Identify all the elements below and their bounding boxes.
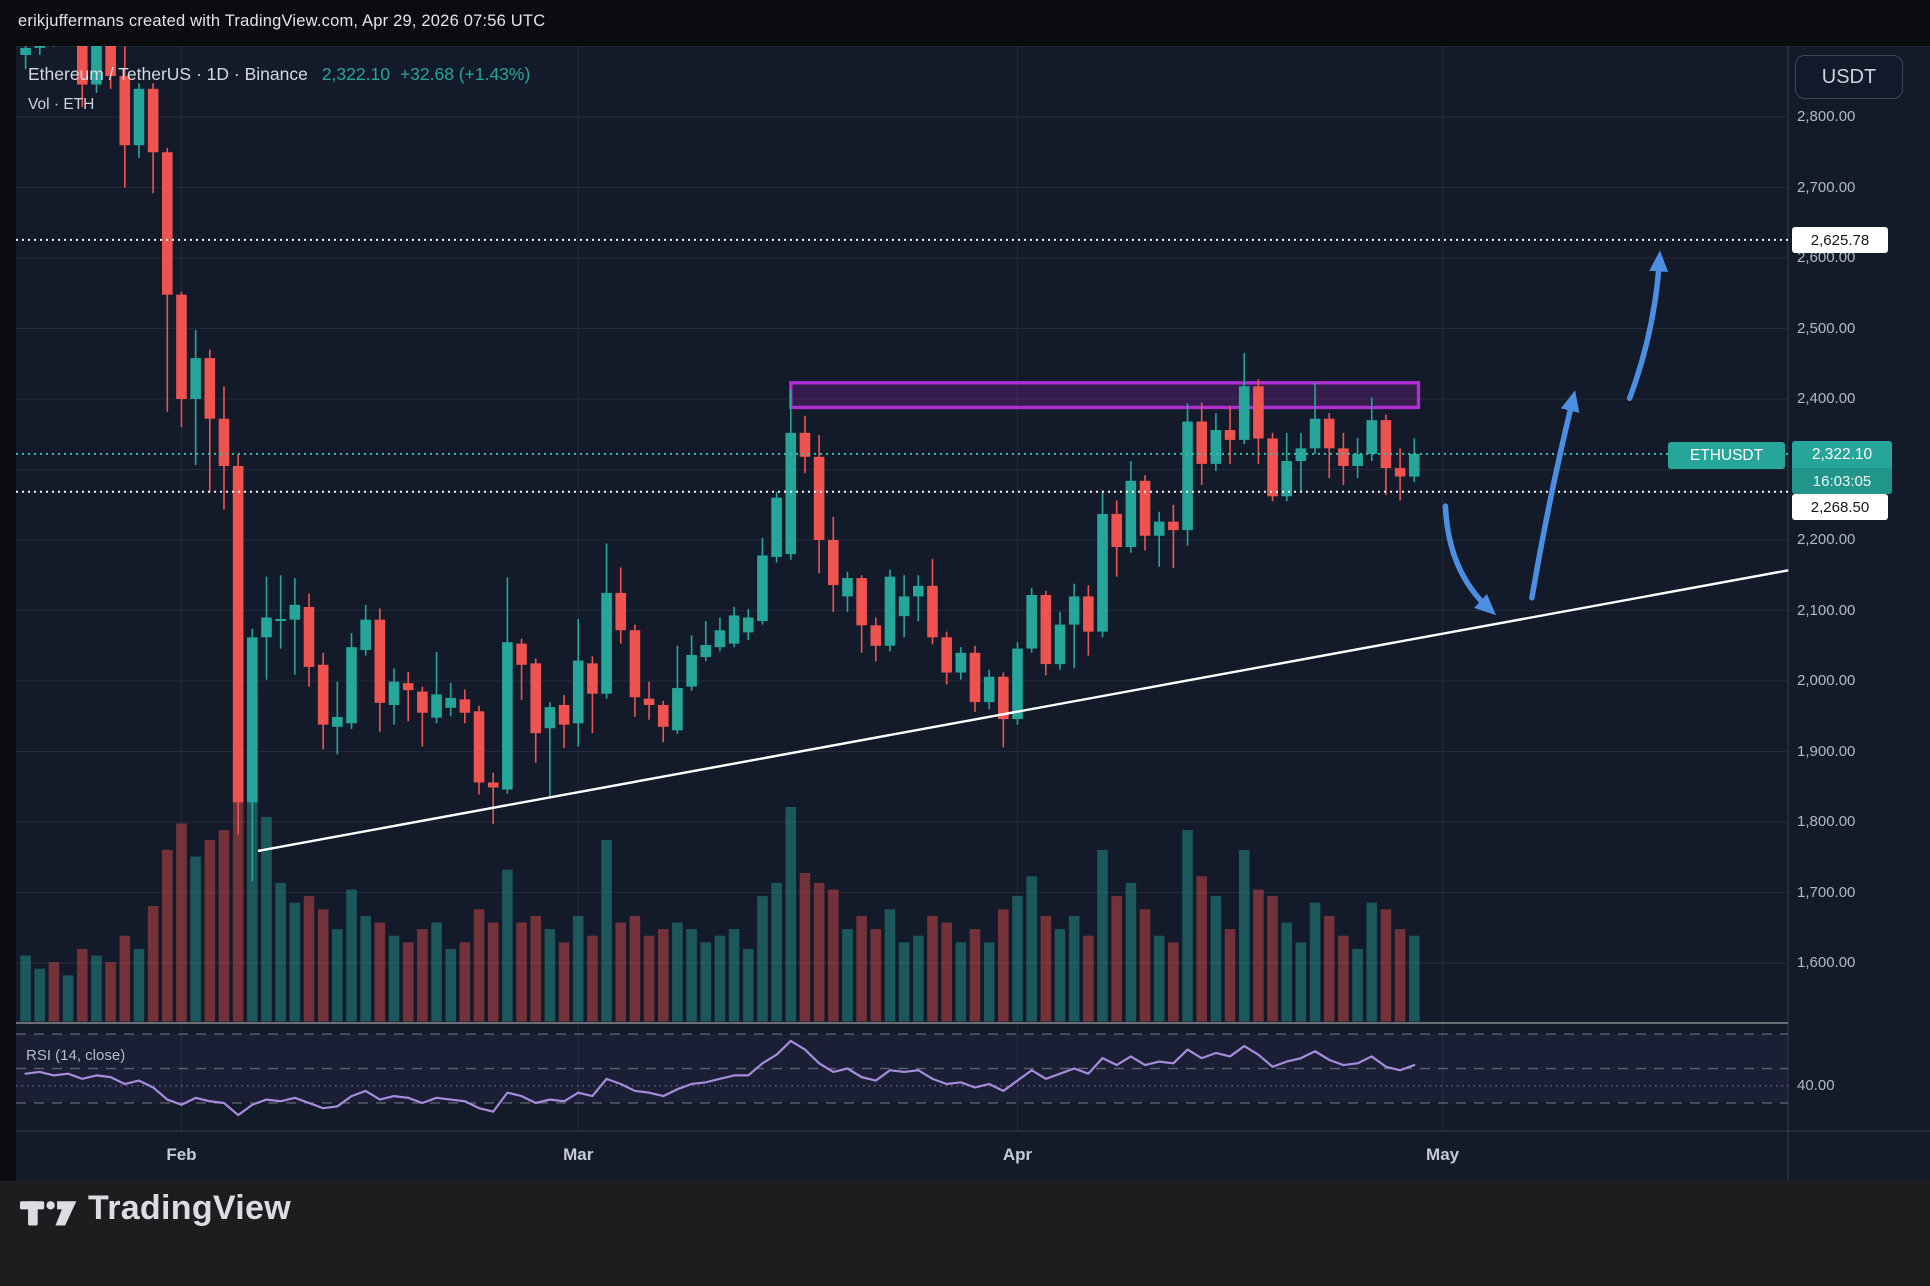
month-label-mar: Mar bbox=[563, 1145, 594, 1164]
price-tick-label: 2,600.00 bbox=[1797, 249, 1856, 266]
price-tick-label: 2,000.00 bbox=[1797, 672, 1856, 689]
price-tick-label: 2,400.00 bbox=[1797, 390, 1856, 407]
price-tick-label: 1,700.00 bbox=[1797, 883, 1856, 901]
tradingview-logo-icon[interactable] bbox=[20, 1195, 78, 1235]
price-tick-label: 2,200.00 bbox=[1797, 531, 1856, 548]
resistance-box[interactable] bbox=[789, 381, 1421, 410]
price-tick-label: 2,700.00 bbox=[1797, 178, 1856, 196]
current-price-value: 2,322.10 bbox=[1811, 445, 1873, 463]
bar-countdown: 16:03:05 bbox=[1792, 468, 1892, 494]
attribution-bar: erikjuffermans created with TradingView.… bbox=[0, 0, 1930, 46]
grid-layer bbox=[16, 46, 1788, 1131]
tradingview-brand-text[interactable]: TradingView bbox=[88, 1189, 291, 1227]
level-lines bbox=[16, 238, 1788, 493]
month-label-feb: Feb bbox=[166, 1145, 197, 1164]
support-price-label: 2,268.50 bbox=[1792, 494, 1888, 520]
currency-toggle-button[interactable]: USDT bbox=[1795, 55, 1903, 99]
rsi-pane bbox=[16, 1033, 1788, 1117]
target-price-label: 2,625.78 bbox=[1792, 227, 1888, 253]
price-change: +32.68 (+1.43%) bbox=[399, 64, 531, 84]
drawn-arrows[interactable] bbox=[1442, 250, 1669, 616]
symbol-header[interactable]: Ethereum / TetherUS · 1D · Binance 2,322.… bbox=[28, 64, 530, 85]
price-tick-label: 2,500.00 bbox=[1797, 319, 1856, 337]
rsi-axis-tick: 40.00 bbox=[1797, 1077, 1835, 1094]
price-tick-label: 1,600.00 bbox=[1797, 954, 1856, 971]
attribution-text: erikjuffermans created with TradingView.… bbox=[18, 12, 546, 30]
price-tick-label: 1,800.00 bbox=[1797, 813, 1856, 830]
price-tick-label: 2,100.00 bbox=[1797, 601, 1856, 619]
month-label-apr: Apr bbox=[1002, 1145, 1033, 1164]
symbol-price-flag: ETHUSDT bbox=[1668, 442, 1785, 469]
price-tick-label: 2,800.00 bbox=[1797, 108, 1856, 125]
chart-background bbox=[16, 46, 1930, 1181]
current-price-label: 2,322.10 16:03:05 bbox=[1792, 441, 1892, 494]
trendline[interactable] bbox=[257, 569, 1789, 853]
volume-indicator-label[interactable]: Vol · ETH bbox=[28, 96, 95, 113]
last-price: 2,322.10 bbox=[321, 64, 390, 84]
volume-layer bbox=[20, 691, 1420, 1022]
separators bbox=[16, 45, 1930, 1181]
price-tick-label: 1,900.00 bbox=[1797, 742, 1856, 760]
footer-bar: TradingView bbox=[0, 1181, 1930, 1286]
candles-layer bbox=[20, 46, 1420, 882]
symbol-title: Ethereum / TetherUS · 1D · Binance bbox=[28, 64, 308, 84]
rsi-indicator-label[interactable]: RSI (14, close) bbox=[26, 1047, 126, 1064]
month-label-may: May bbox=[1426, 1145, 1460, 1164]
